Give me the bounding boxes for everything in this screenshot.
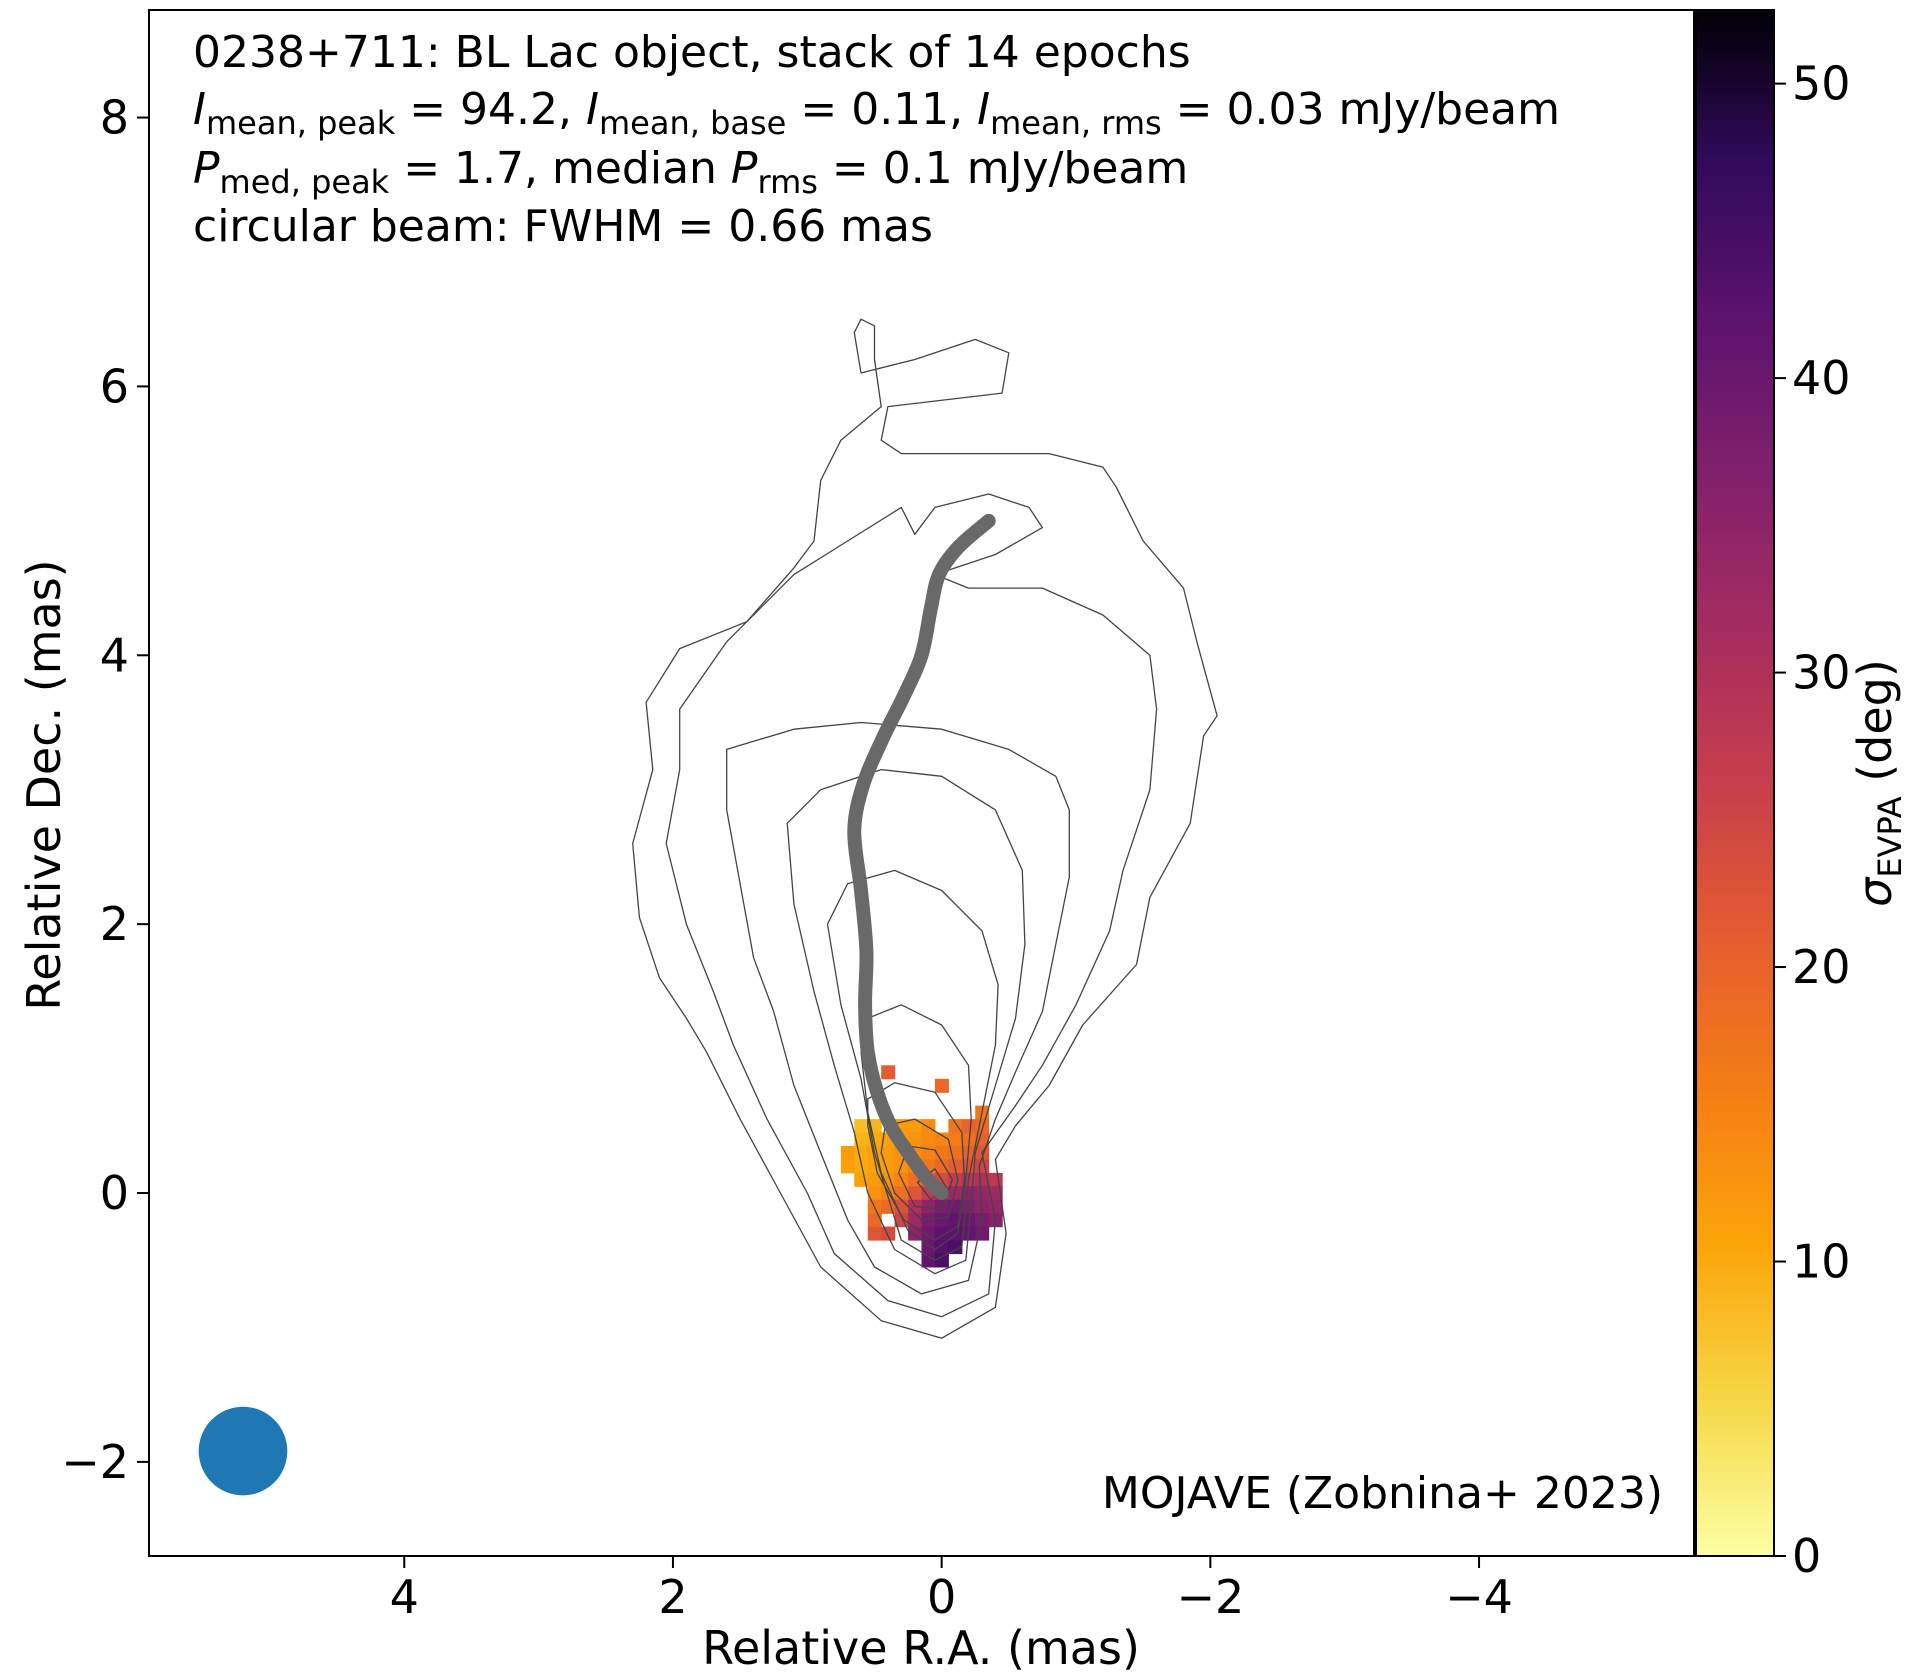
y-tick-label: 0 xyxy=(100,1166,129,1220)
sigma-pixel xyxy=(854,1146,869,1160)
x-tick-label: 0 xyxy=(927,1570,956,1624)
sigma-pixel xyxy=(975,1159,990,1174)
title-line-4: circular beam: FWHM = 0.66 mas xyxy=(193,201,933,252)
colorbar-tick-label: 30 xyxy=(1792,646,1851,700)
sigma-pixel xyxy=(908,1213,923,1228)
sigma-pixel xyxy=(975,1199,990,1214)
credit-annotation: MOJAVE (Zobnina+ 2023) xyxy=(1102,1468,1663,1519)
sigma-pixel xyxy=(948,1186,963,1201)
sigma-pixel xyxy=(921,1226,936,1241)
x-tick-label: 4 xyxy=(390,1570,419,1624)
sigma-pixel xyxy=(934,1132,949,1147)
sigma-pixel xyxy=(948,1119,963,1134)
sigma-pixel xyxy=(867,1226,882,1241)
x-axis-label: Relative R.A. (mas) xyxy=(702,1621,1140,1674)
colorbar-ticks: 0 10 20 30 40 50 xyxy=(1774,57,1851,1583)
x-tick-label: −4 xyxy=(1445,1570,1513,1624)
sigma-pixel xyxy=(948,1132,963,1147)
sigma-pixel xyxy=(948,1240,963,1255)
x-tick-label: 2 xyxy=(658,1570,687,1624)
colorbar-tick-label: 50 xyxy=(1792,57,1851,111)
sigma-pixel xyxy=(934,1240,949,1255)
sigma-pixel xyxy=(934,1253,949,1268)
jet-ridgeline xyxy=(847,513,996,1200)
x-axis-ticks: 4 2 0 −2 −4 xyxy=(390,1556,1513,1624)
sigma-pixel xyxy=(908,1119,923,1134)
sigma-pixel xyxy=(988,1172,1003,1187)
y-tick-label: −2 xyxy=(61,1435,129,1489)
title-line-2: Imean, peak = 94.2, Imean, base = 0.11, … xyxy=(193,84,1560,142)
plot-frame xyxy=(148,9,1695,1557)
sigma-pixel xyxy=(961,1199,976,1214)
sigma-pixel xyxy=(908,1186,923,1201)
sigma-pixel xyxy=(921,1199,936,1214)
sigma-pixel xyxy=(921,1240,936,1255)
sigma-pixel xyxy=(854,1172,869,1187)
sigma-pixel xyxy=(867,1186,882,1201)
colorbar-tick-label: 40 xyxy=(1792,351,1851,405)
sigma-pixel xyxy=(975,1186,990,1201)
sigma-pixel xyxy=(948,1159,963,1174)
sigma-pixel xyxy=(854,1132,869,1147)
sigma-pixel xyxy=(854,1119,869,1134)
contour-level-3 xyxy=(726,721,1070,1295)
sigma-pixel xyxy=(881,1146,896,1160)
sigma-pixel xyxy=(934,1226,949,1241)
colorbar-tick-label: 20 xyxy=(1792,940,1851,994)
sigma-pixel xyxy=(948,1172,963,1187)
y-axis-label: Relative Dec. (mas) xyxy=(17,559,71,1010)
title-line-1: 0238+711: BL Lac object, stack of 14 epo… xyxy=(193,27,1191,78)
y-tick-label: 6 xyxy=(100,359,129,413)
colorbar-label: σEVPA (deg) xyxy=(1848,659,1905,907)
sigma-pixel xyxy=(934,1159,949,1174)
ridgeline-path xyxy=(847,513,996,1200)
colorbar xyxy=(1695,9,1775,1557)
sigma-pixel xyxy=(934,1078,949,1093)
sigma-pixel xyxy=(840,1159,855,1174)
sigma-pixel xyxy=(975,1172,990,1187)
sigma-pixel xyxy=(867,1213,882,1228)
contour-level-7 xyxy=(867,1082,966,1241)
sigma-pixel xyxy=(867,1172,882,1187)
y-tick-label: 8 xyxy=(100,91,129,145)
title-line-3: Pmed, peak = 1.7, median Prms = 0.1 mJy/… xyxy=(193,143,1188,201)
contour-level-4 xyxy=(786,768,1026,1275)
sigma-pixel xyxy=(921,1213,936,1228)
sigma-pixel xyxy=(934,1213,949,1228)
sigma-pixel xyxy=(881,1065,896,1080)
x-tick-label: −2 xyxy=(1176,1570,1244,1624)
contour-level-1 xyxy=(632,318,1218,1339)
y-axis-ticks: −2 0 2 4 6 8 xyxy=(61,91,149,1489)
sigma-pixel xyxy=(840,1146,855,1160)
colorbar-tick-label: 0 xyxy=(1792,1529,1821,1583)
contour-level-6 xyxy=(860,1004,972,1251)
y-tick-label: 2 xyxy=(100,897,129,951)
sigma-pixel xyxy=(988,1199,1003,1214)
sigma-pixel xyxy=(921,1132,936,1147)
beam-ellipse xyxy=(198,1406,288,1496)
colorbar-tick-label: 10 xyxy=(1792,1235,1851,1289)
sigma-pixel xyxy=(908,1132,923,1147)
sigma-pixel xyxy=(921,1253,936,1268)
sigma-pixel xyxy=(881,1159,896,1174)
sigma-pixel xyxy=(881,1226,896,1241)
sigma-pixel xyxy=(961,1119,976,1134)
y-tick-label: 4 xyxy=(100,628,129,682)
